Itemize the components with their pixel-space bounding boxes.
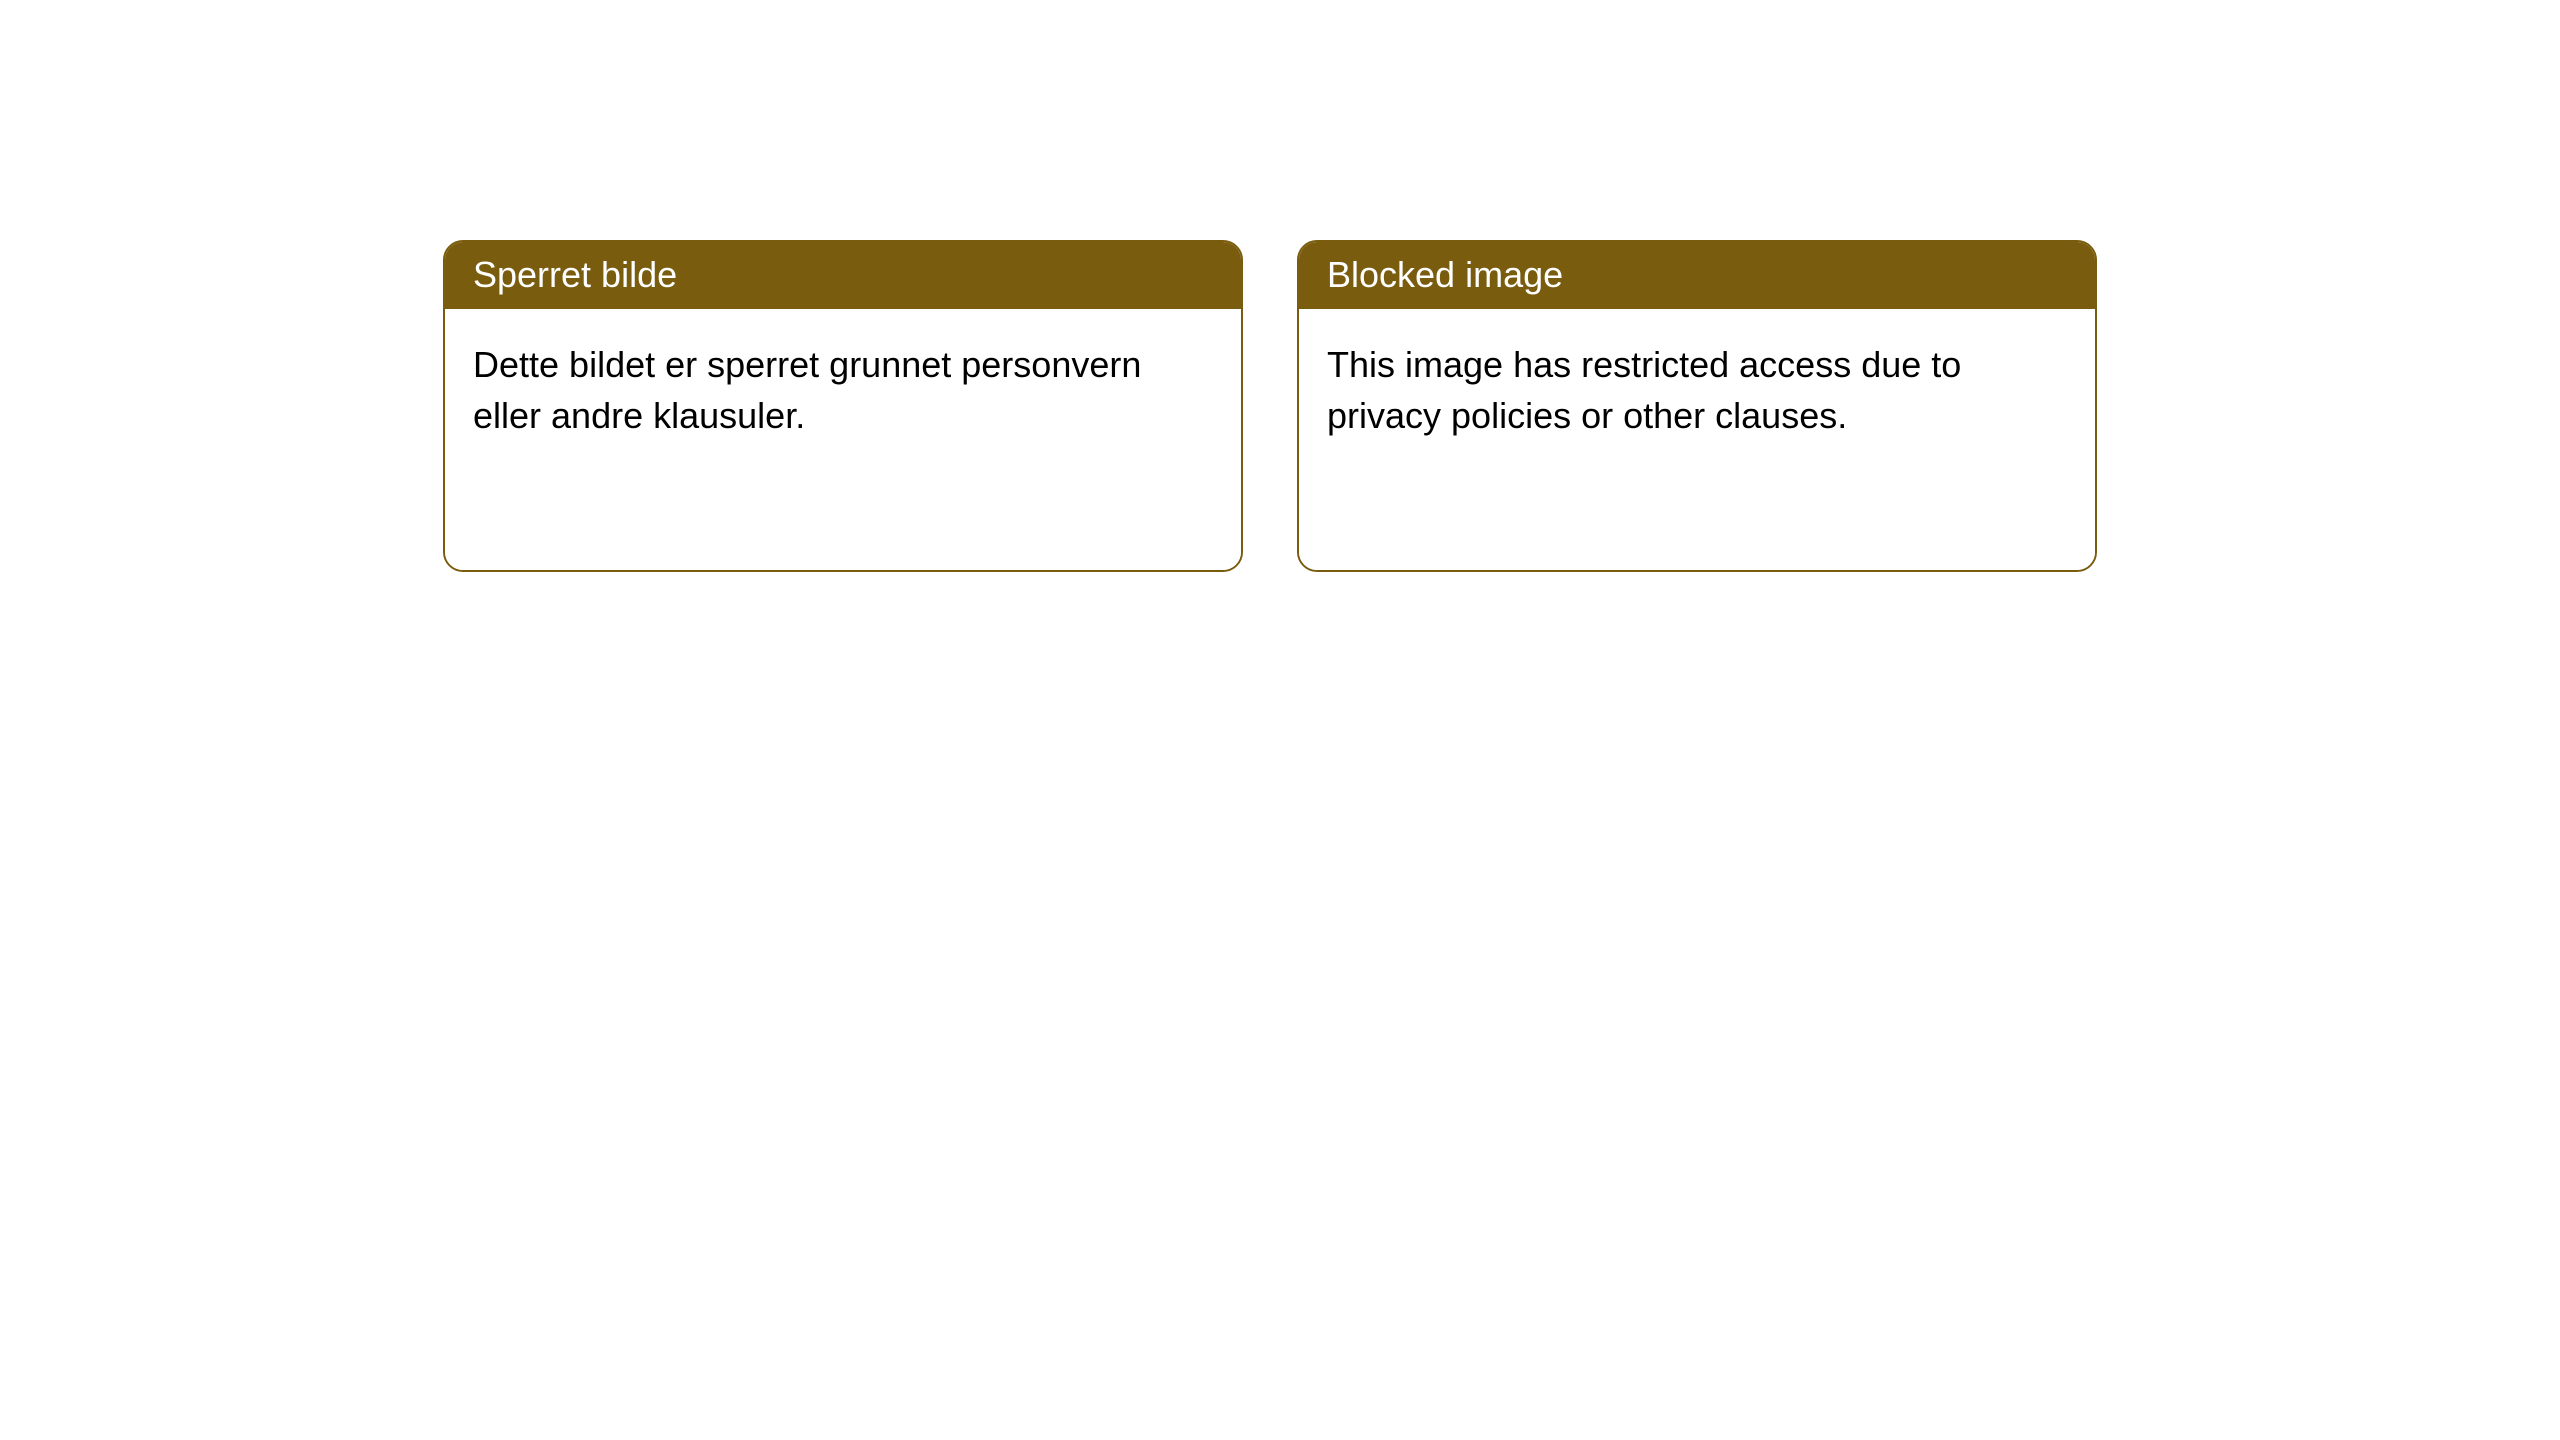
- notice-header: Blocked image: [1299, 242, 2095, 309]
- notice-title: Blocked image: [1327, 254, 1563, 295]
- notice-container: Sperret bilde Dette bildet er sperret gr…: [443, 240, 2097, 572]
- notice-body: Dette bildet er sperret grunnet personve…: [445, 309, 1241, 570]
- notice-body: This image has restricted access due to …: [1299, 309, 2095, 570]
- notice-card-english: Blocked image This image has restricted …: [1297, 240, 2097, 572]
- notice-message: Dette bildet er sperret grunnet personve…: [473, 344, 1141, 436]
- notice-title: Sperret bilde: [473, 254, 677, 295]
- notice-header: Sperret bilde: [445, 242, 1241, 309]
- notice-message: This image has restricted access due to …: [1327, 344, 1961, 436]
- notice-card-norwegian: Sperret bilde Dette bildet er sperret gr…: [443, 240, 1243, 572]
